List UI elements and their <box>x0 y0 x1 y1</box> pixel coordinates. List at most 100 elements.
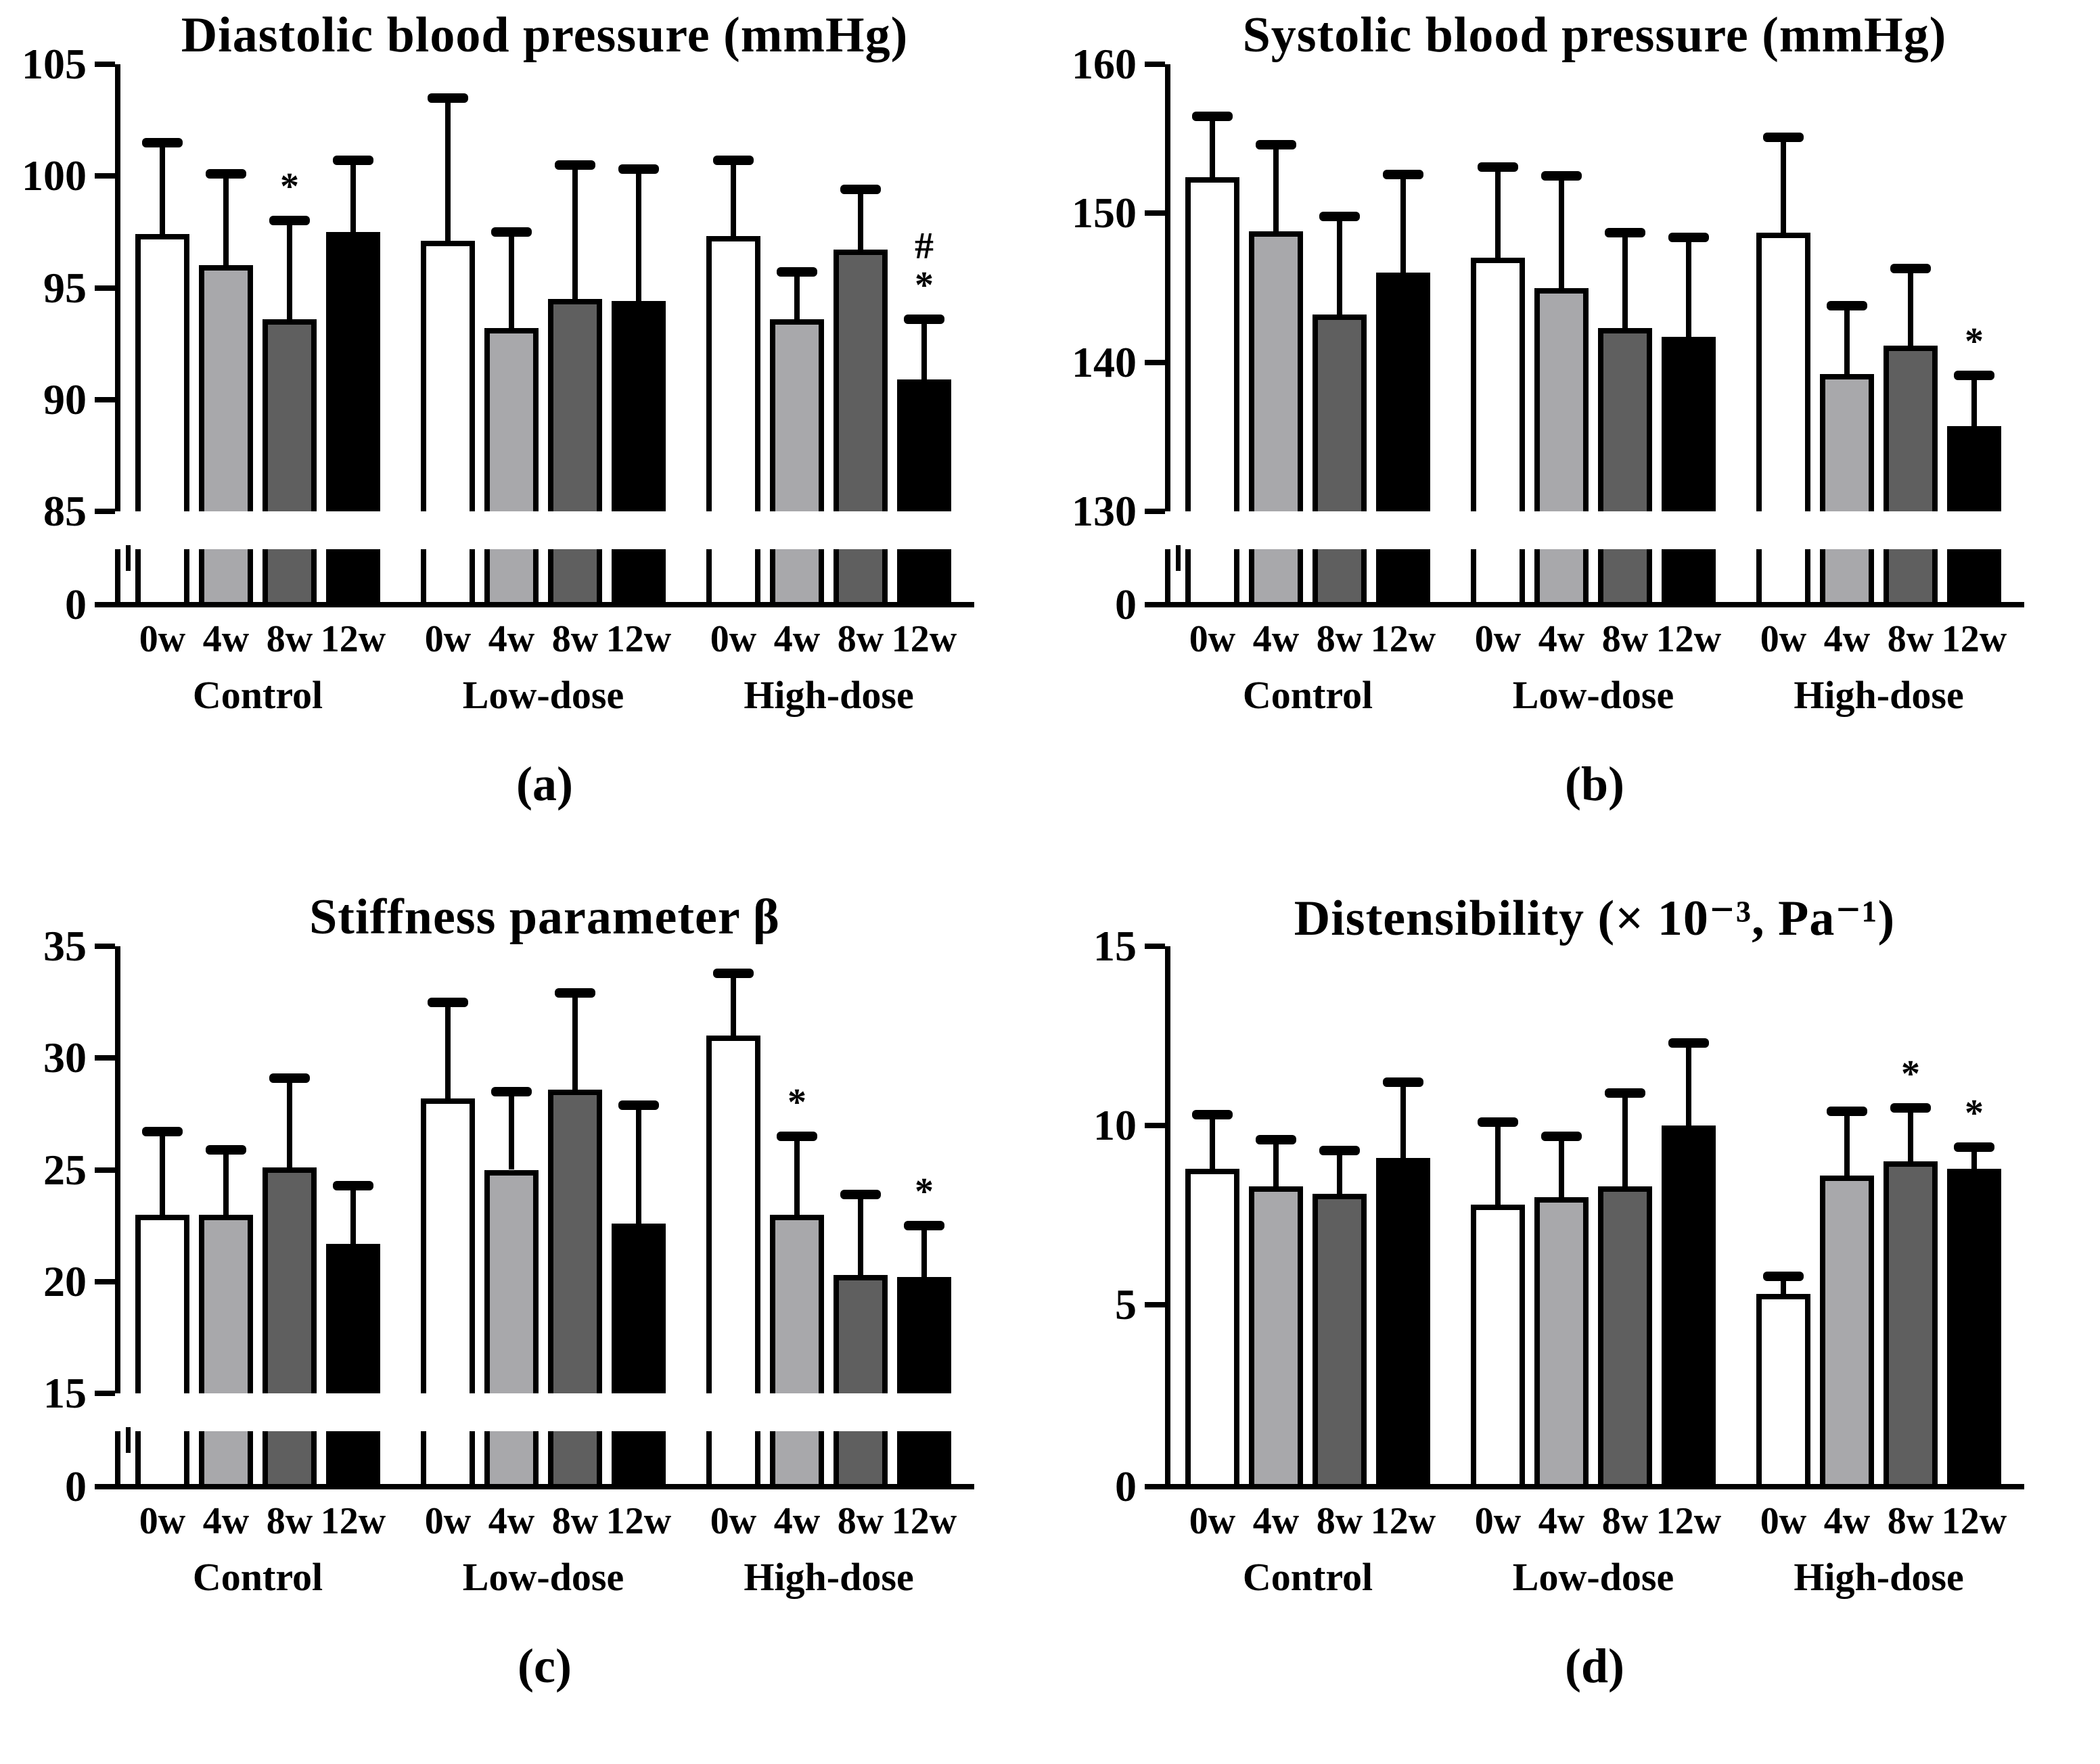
chart-distensibility: 15 10 5 0 0w 4w 8w 12w Control 0w 4w 8w 12w Low-dose 0… <box>1050 882 2100 1764</box>
error-bar-stem <box>160 1132 165 1215</box>
x-axis-baseline <box>115 1484 974 1489</box>
bar-lower-stub <box>199 1431 253 1484</box>
error-bar-cap <box>555 160 595 170</box>
bar <box>199 265 253 511</box>
sig-marker: * <box>280 166 299 208</box>
bar <box>834 250 888 511</box>
bar-lower-stub <box>834 549 888 602</box>
bar <box>484 327 539 511</box>
axis-break-mark <box>126 1427 131 1453</box>
bar <box>770 319 824 511</box>
y-axis-tick <box>95 1167 115 1173</box>
error-bar-cap <box>1668 232 1709 242</box>
bar <box>326 1243 380 1393</box>
bar <box>1249 231 1303 511</box>
bar <box>1185 1168 1239 1484</box>
group-label: Control <box>1242 1555 1373 1599</box>
bar <box>1249 1186 1303 1484</box>
week-label: 4w <box>1823 618 1871 660</box>
error-bar-cap <box>206 1144 246 1155</box>
week-label: 0w <box>1474 618 1522 660</box>
error-bar-stem <box>1337 216 1342 315</box>
bar-lower-stub <box>612 1431 666 1484</box>
y-axis-tick-label: 140 <box>1072 338 1137 386</box>
y-axis-tick-label: 35 <box>43 922 87 970</box>
week-label: 8w <box>1887 618 1934 660</box>
week-label: 0w <box>139 618 186 660</box>
y-axis-tick <box>1145 602 1165 607</box>
bar <box>1662 1125 1716 1484</box>
y-axis-upper-segment <box>1165 64 1170 511</box>
error-bar-cap <box>491 1086 532 1096</box>
error-bar-stem <box>1210 1115 1215 1169</box>
panel-title: Stiffness parameter β <box>309 889 780 945</box>
error-bar-stem <box>445 97 451 241</box>
error-bar-stem <box>636 1105 641 1224</box>
week-label: 8w <box>1601 618 1649 660</box>
y-axis-tick-label: 130 <box>1072 487 1137 535</box>
week-label: 4w <box>202 1500 250 1542</box>
bar <box>1820 1176 1874 1484</box>
error-bar-stem <box>921 1226 927 1278</box>
error-bar-stem <box>1400 1082 1406 1158</box>
error-bar-stem <box>921 319 927 379</box>
week-label: 12w <box>1941 1500 2007 1542</box>
week-label: 4w <box>773 618 821 660</box>
error-bar-stem <box>1781 137 1786 233</box>
bar <box>706 1036 760 1393</box>
error-bar-stem <box>509 1091 514 1170</box>
panel-title: Systolic blood pressure (mmHg) <box>1242 7 1947 63</box>
bar-lower-stub <box>897 1431 951 1484</box>
error-bar-cap <box>428 93 468 103</box>
y-axis-tick <box>1145 359 1165 365</box>
week-label: 8w <box>551 618 599 660</box>
bar-lower-stub <box>484 1431 539 1484</box>
panel-title: Distensibility (× 10⁻³, Pa⁻¹) <box>1294 891 1896 946</box>
error-bar-cap <box>428 997 468 1007</box>
y-axis-tick <box>1145 509 1165 514</box>
panel-letter: (a) <box>516 757 573 811</box>
week-label: 12w <box>606 618 672 660</box>
error-bar-cap <box>269 216 310 226</box>
group-label: Control <box>1242 673 1373 717</box>
bar <box>1534 287 1589 511</box>
week-label: 0w <box>1189 618 1236 660</box>
error-bar-stem <box>350 1185 356 1244</box>
error-bar-cap <box>1319 211 1360 221</box>
y-axis-tick-label: 15 <box>1093 922 1137 970</box>
week-label: 12w <box>1656 1500 1722 1542</box>
week-label: 4w <box>1538 1500 1585 1542</box>
bar-lower-stub <box>1884 549 1938 602</box>
bar <box>1471 1204 1525 1484</box>
bar-lower-stub <box>706 549 760 602</box>
bar-lower-stub <box>326 1431 380 1484</box>
error-bar-cap <box>333 1180 373 1190</box>
chart-stiffness: 35 30 25 20 15 0 0w 4w 8w 12w Control 0w 4w 8w 12w Low-… <box>0 882 1050 1764</box>
error-bar-cap <box>1954 1142 1994 1152</box>
bar <box>1947 1168 2001 1484</box>
bar-lower-stub <box>706 1431 760 1484</box>
bar-lower-stub <box>421 549 475 602</box>
week-label: 8w <box>266 618 313 660</box>
bar <box>135 234 189 511</box>
error-bar-cap <box>206 168 246 179</box>
error-bar-stem <box>1908 1107 1913 1161</box>
group-label: Control <box>192 1555 323 1599</box>
bar <box>1376 273 1430 511</box>
error-bar-cap <box>1827 300 1867 310</box>
error-bar-cap <box>840 1189 881 1199</box>
week-label: 0w <box>1760 1500 1807 1542</box>
bar <box>1312 1193 1367 1484</box>
bar-lower-stub <box>1471 549 1525 602</box>
bar-lower-stub <box>1662 549 1716 602</box>
bar <box>1884 346 1938 511</box>
error-bar-cap <box>1192 112 1233 122</box>
bar-lower-stub <box>1756 549 1810 602</box>
error-bar-cap <box>1478 1117 1518 1127</box>
error-bar-cap <box>713 968 754 978</box>
bar <box>897 1277 951 1393</box>
panel-stiffness: Stiffness parameter β 35 30 25 20 15 0 0w 4w 8w 1… <box>0 882 1050 1764</box>
y-axis-tick <box>1145 1302 1165 1307</box>
error-bar-cap <box>1605 227 1645 237</box>
panel-letter: (c) <box>518 1639 572 1693</box>
